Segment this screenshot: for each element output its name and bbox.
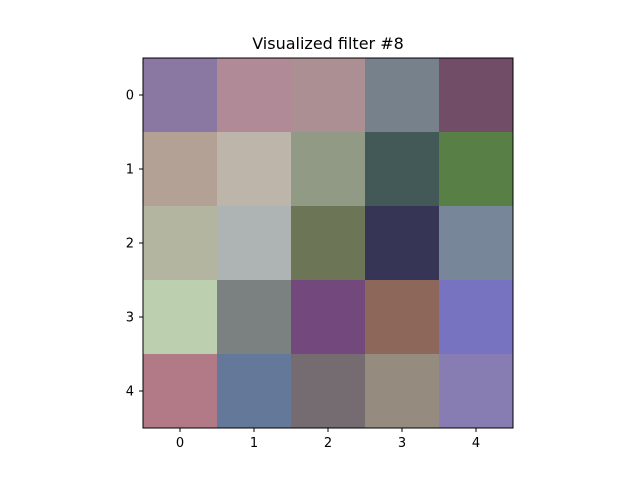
heatmap-cell-r4-c2 <box>291 354 366 429</box>
heatmap-cell-r4-c3 <box>365 354 440 429</box>
heatmap-cell-r3-c0 <box>143 280 218 355</box>
heatmap-cell-r2-c0 <box>143 206 218 281</box>
heatmap-cell-r0-c2 <box>291 58 366 133</box>
x-axis: 0 1 2 3 4 <box>176 428 480 451</box>
heatmap-cell-r4-c4 <box>439 354 514 429</box>
y-axis: 0 1 2 3 4 <box>126 89 143 400</box>
heatmap-cell-r0-c1 <box>217 58 292 133</box>
x-tick-label: 0 <box>176 436 184 451</box>
heatmap-cell-r1-c0 <box>143 132 218 207</box>
y-tick-label: 0 <box>126 89 134 104</box>
heatmap-cell-r2-c2 <box>291 206 366 281</box>
heatmap-cell-r0-c0 <box>143 58 218 133</box>
chart-title: Visualized filter #8 <box>252 34 404 53</box>
y-tick-label: 2 <box>126 237 134 252</box>
x-tick-label: 3 <box>398 436 406 451</box>
heatmap-cell-r1-c2 <box>291 132 366 207</box>
heatmap-cell-r3-c4 <box>439 280 514 355</box>
x-tick-label: 1 <box>250 436 258 451</box>
heatmap-cell-r2-c3 <box>365 206 440 281</box>
heatmap-cell-r3-c2 <box>291 280 366 355</box>
heatmap-cell-r2-c4 <box>439 206 514 281</box>
heatmap-cell-r1-c3 <box>365 132 440 207</box>
y-tick-label: 4 <box>126 385 134 400</box>
heatmap-cell-r0-c4 <box>439 58 514 133</box>
x-tick-label: 4 <box>472 436 480 451</box>
heatmap-cell-r4-c1 <box>217 354 292 429</box>
heatmap-cell-r3-c1 <box>217 280 292 355</box>
heatmap-cell-r0-c3 <box>365 58 440 133</box>
heatmap-cell-r2-c1 <box>217 206 292 281</box>
heatmap-cell-r3-c3 <box>365 280 440 355</box>
heatmap-cell-r1-c4 <box>439 132 514 207</box>
y-tick-label: 1 <box>126 163 134 178</box>
heatmap-cell-r1-c1 <box>217 132 292 207</box>
heatmap-cells <box>143 58 514 429</box>
y-tick-label: 3 <box>126 311 134 326</box>
heatmap-cell-r4-c0 <box>143 354 218 429</box>
x-tick-label: 2 <box>324 436 332 451</box>
